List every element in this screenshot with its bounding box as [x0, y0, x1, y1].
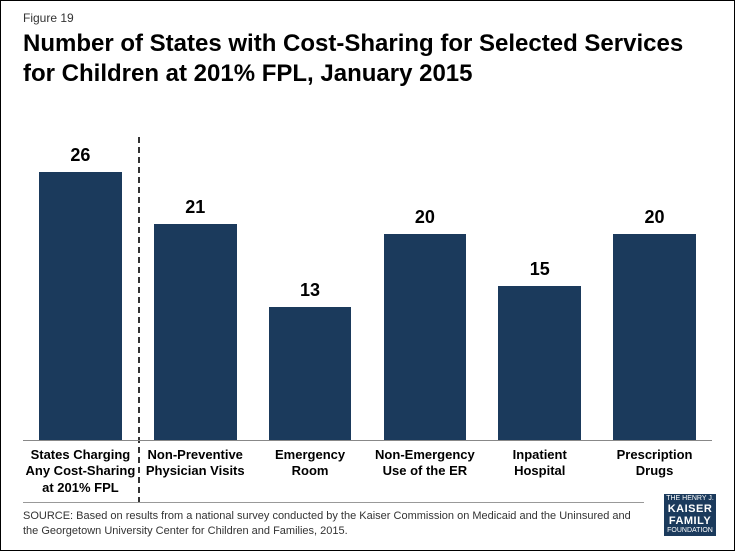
category-labels-row: States ChargingAny Cost-Sharingat 201% F… — [23, 443, 712, 496]
bar-slot: 13 — [253, 131, 368, 441]
bar — [498, 286, 581, 441]
kaiser-logo: THE HENRY J. KAISER FAMILY FOUNDATION — [664, 494, 716, 536]
bar-slot: 21 — [138, 131, 253, 441]
logo-line: FAMILY — [669, 515, 711, 527]
bar — [269, 307, 352, 441]
category-label: States ChargingAny Cost-Sharingat 201% F… — [23, 443, 138, 496]
bar-slot: 20 — [597, 131, 712, 441]
logo-line: KAISER — [668, 503, 713, 515]
chart-title: Number of States with Cost-Sharing for S… — [1, 25, 734, 89]
x-axis-baseline — [23, 440, 712, 441]
bar-slot: 15 — [482, 131, 597, 441]
chart-area: 26 21 13 20 15 20 — [23, 131, 712, 441]
bar — [154, 224, 237, 441]
bar-slot: 26 — [23, 131, 138, 441]
logo-line: THE HENRY J. — [666, 495, 714, 503]
source-note: SOURCE: Based on results from a national… — [23, 502, 644, 538]
category-label: Non-PreventivePhysician Visits — [138, 443, 253, 496]
bar — [39, 172, 122, 441]
bar-value-label: 21 — [138, 197, 253, 218]
bar-slot: 20 — [367, 131, 482, 441]
bar-value-label: 20 — [367, 207, 482, 228]
figure-label: Figure 19 — [1, 1, 734, 25]
bar-value-label: 26 — [23, 145, 138, 166]
category-label: InpatientHospital — [482, 443, 597, 496]
bar — [613, 234, 696, 441]
bars-row: 26 21 13 20 15 20 — [23, 131, 712, 441]
category-label: Non-EmergencyUse of the ER — [367, 443, 482, 496]
bar-value-label: 15 — [482, 259, 597, 280]
bar-value-label: 13 — [253, 280, 368, 301]
category-label: PrescriptionDrugs — [597, 443, 712, 496]
category-label: EmergencyRoom — [253, 443, 368, 496]
bar — [384, 234, 467, 441]
bar-value-label: 20 — [597, 207, 712, 228]
logo-line: FOUNDATION — [667, 527, 713, 535]
